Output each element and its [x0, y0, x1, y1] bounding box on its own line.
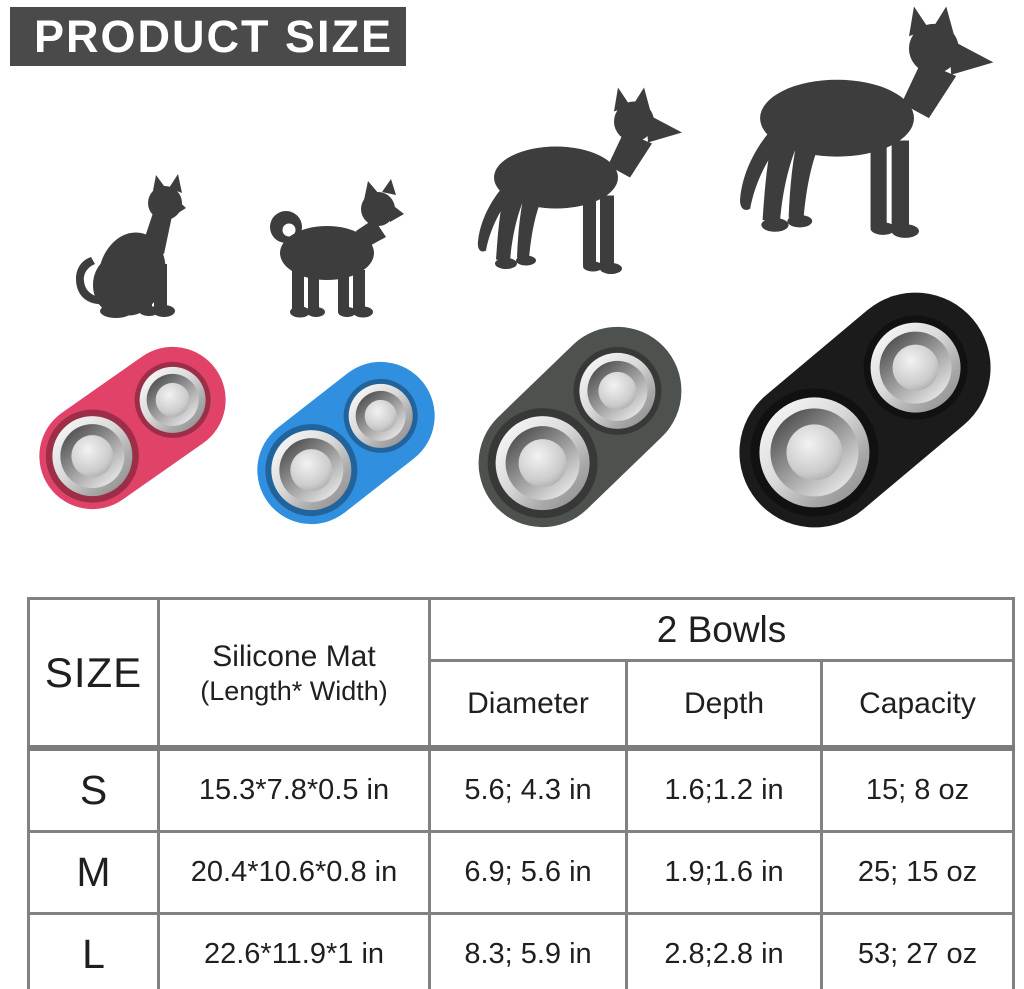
cell-size: L	[27, 912, 160, 989]
cell-depth: 2.8;2.8 in	[625, 912, 823, 989]
cell-diameter: 8.3; 5.9 in	[428, 912, 628, 989]
size-col-header: SIZE	[27, 597, 160, 751]
large-steel-bowl	[495, 416, 590, 511]
small-steel-bowl	[139, 366, 206, 433]
cell-capacity: 15; 8 oz	[820, 746, 1015, 833]
banner: PRODUCT SIZE	[10, 7, 406, 66]
diameter-col-header: Diameter	[428, 659, 628, 751]
cell-depth: 1.6;1.2 in	[625, 746, 823, 833]
small-steel-bowl	[348, 383, 413, 448]
bowls-group-header: 2 Bowls	[428, 597, 1015, 662]
cat-icon	[76, 174, 186, 318]
xlarge-black-mat	[739, 292, 991, 528]
large-steel-bowl	[759, 397, 870, 508]
medium-dog-icon	[477, 87, 682, 274]
table-subheader-row: Diameter Depth Capacity	[29, 659, 1015, 751]
medium-blue-mat	[257, 361, 435, 525]
cell-capacity: 25; 15 oz	[820, 830, 1015, 915]
large-gray-mat	[478, 326, 682, 528]
cell-depth: 1.9;1.6 in	[625, 830, 823, 915]
capacity-col-header: Capacity	[820, 659, 1015, 751]
small-steel-bowl	[870, 322, 961, 413]
cell-size: S	[27, 746, 160, 833]
cell-diameter: 5.6; 4.3 in	[428, 746, 628, 833]
mat-col-header-line2: (Length* Width)	[200, 676, 388, 707]
table-row-m: M 20.4*10.6*0.8 in 6.9; 5.6 in 1.9;1.6 i…	[27, 830, 1015, 915]
depth-col-header: Depth	[625, 659, 823, 751]
mat-surface	[739, 292, 991, 528]
table-row-l: L 22.6*11.9*1 in 8.3; 5.9 in 2.8;2.8 in …	[27, 912, 1015, 989]
large-dog-icon	[740, 6, 994, 238]
mat-col-header: Silicone Mat (Length* Width)	[157, 597, 431, 751]
table-header-row: SIZE Silicone Mat (Length* Width) 2 Bowl…	[27, 597, 1015, 751]
small-steel-bowl	[579, 352, 656, 429]
cell-mat-dimensions: 20.4*10.6*0.8 in	[157, 830, 431, 915]
large-steel-bowl	[52, 416, 133, 497]
cell-mat-dimensions: 15.3*7.8*0.5 in	[157, 746, 431, 833]
cell-size: M	[27, 830, 160, 915]
cell-diameter: 6.9; 5.6 in	[428, 830, 628, 915]
cell-mat-dimensions: 22.6*11.9*1 in	[157, 912, 431, 989]
table-row-s: S 15.3*7.8*0.5 in 5.6; 4.3 in 1.6;1.2 in…	[27, 746, 1015, 833]
page-title: PRODUCT SIZE	[34, 10, 394, 62]
mat-surface	[39, 346, 226, 510]
small-dog-icon	[270, 179, 404, 318]
cell-capacity: 53; 27 oz	[820, 912, 1015, 989]
size-table: SIZE Silicone Mat (Length* Width) 2 Bowl…	[27, 597, 1015, 989]
large-steel-bowl	[271, 430, 352, 511]
mat-col-header-line1: Silicone Mat	[212, 639, 376, 673]
small-red-mat	[39, 346, 226, 510]
